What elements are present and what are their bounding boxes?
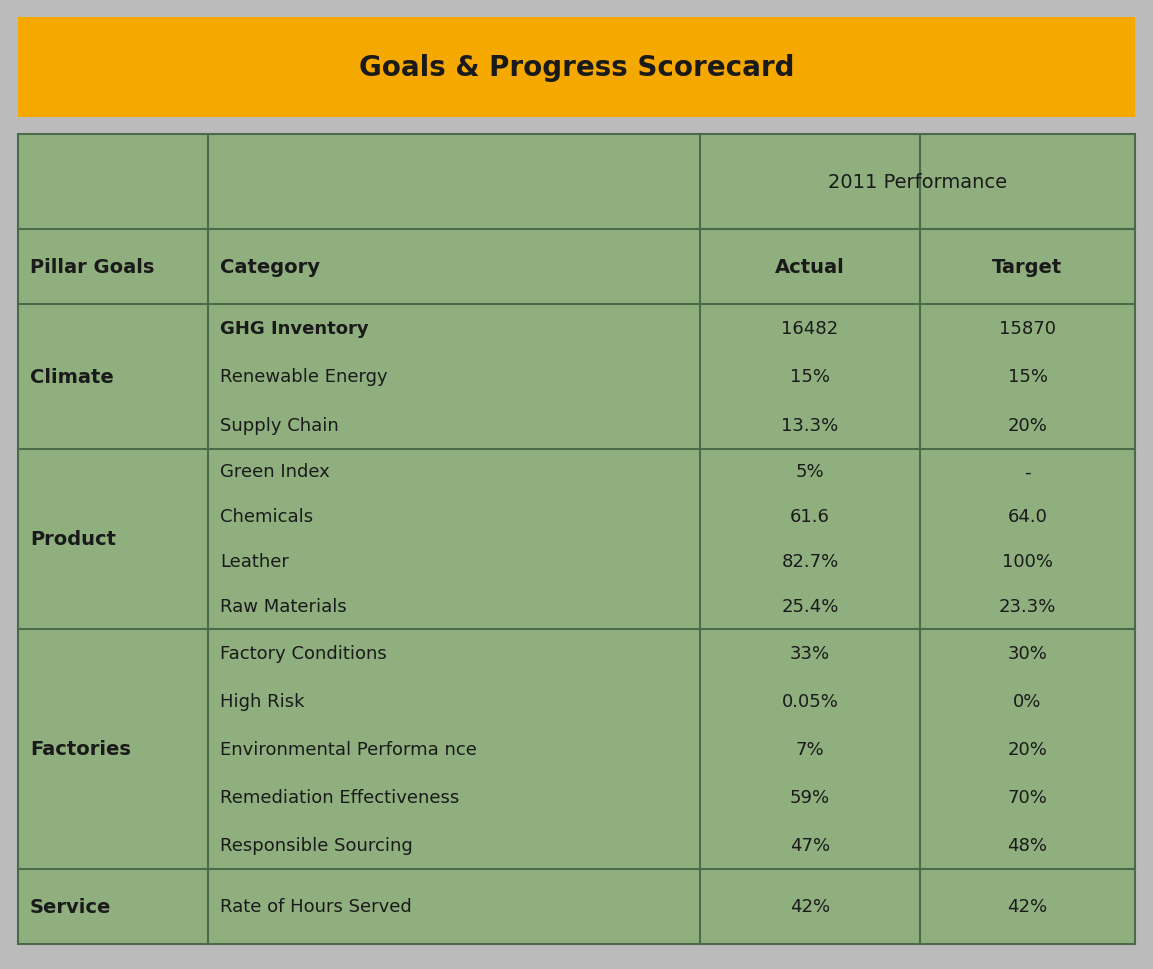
Text: 70%: 70% [1008, 788, 1047, 806]
Text: 7%: 7% [796, 740, 824, 758]
Text: 48%: 48% [1008, 836, 1047, 854]
Text: 33%: 33% [790, 644, 830, 663]
Text: Goals & Progress Scorecard: Goals & Progress Scorecard [359, 54, 794, 82]
Text: Environmental Performa nce: Environmental Performa nce [220, 740, 477, 758]
Text: 0%: 0% [1013, 692, 1041, 710]
Text: Renewable Energy: Renewable Energy [220, 368, 387, 386]
Text: 59%: 59% [790, 788, 830, 806]
Text: 64.0: 64.0 [1008, 508, 1047, 526]
Text: 47%: 47% [790, 836, 830, 854]
Text: Chemicals: Chemicals [220, 508, 314, 526]
Text: 16482: 16482 [782, 320, 838, 338]
Text: 20%: 20% [1008, 740, 1047, 758]
Bar [18, 18, 1135, 118]
Text: 15870: 15870 [998, 320, 1056, 338]
Text: 25.4%: 25.4% [782, 598, 838, 616]
Text: Rate of Hours Served: Rate of Hours Served [220, 897, 412, 916]
Text: Actual: Actual [775, 258, 845, 277]
Text: 5%: 5% [796, 463, 824, 481]
Text: 0.05%: 0.05% [782, 692, 838, 710]
Text: 13.3%: 13.3% [782, 417, 838, 434]
Text: GHG Inventory: GHG Inventory [220, 320, 369, 338]
Text: Green Index: Green Index [220, 463, 330, 481]
Bar [18, 135, 1135, 944]
Text: 2011 Performance: 2011 Performance [828, 172, 1007, 192]
Text: 100%: 100% [1002, 553, 1053, 571]
Text: Category: Category [220, 258, 321, 277]
Text: 82.7%: 82.7% [782, 553, 838, 571]
Text: 15%: 15% [1008, 368, 1047, 386]
Text: 61.6: 61.6 [790, 508, 830, 526]
Text: High Risk: High Risk [220, 692, 304, 710]
Text: Service: Service [30, 897, 112, 916]
Text: Supply Chain: Supply Chain [220, 417, 339, 434]
Text: 30%: 30% [1008, 644, 1047, 663]
Text: Leather: Leather [220, 553, 289, 571]
Text: Product: Product [30, 530, 116, 548]
Text: Responsible Sourcing: Responsible Sourcing [220, 836, 413, 854]
Text: Target: Target [993, 258, 1063, 277]
Text: Raw Materials: Raw Materials [220, 598, 347, 616]
Text: 20%: 20% [1008, 417, 1047, 434]
Text: Climate: Climate [30, 367, 114, 387]
Text: Factory Conditions: Factory Conditions [220, 644, 386, 663]
Text: Factories: Factories [30, 739, 131, 759]
Text: 42%: 42% [1008, 897, 1048, 916]
Text: Remediation Effectiveness: Remediation Effectiveness [220, 788, 459, 806]
Text: 15%: 15% [790, 368, 830, 386]
Text: -: - [1024, 463, 1031, 481]
Text: Pillar Goals: Pillar Goals [30, 258, 155, 277]
Text: 42%: 42% [790, 897, 830, 916]
Text: 23.3%: 23.3% [998, 598, 1056, 616]
